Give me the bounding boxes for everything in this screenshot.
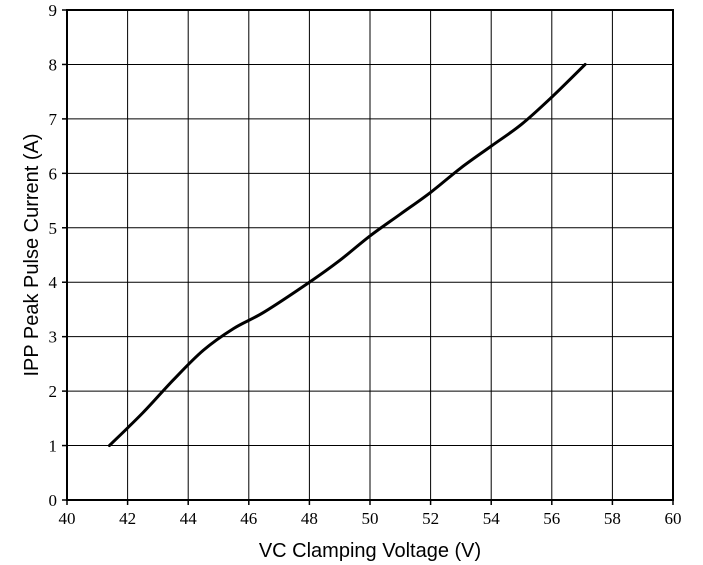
grid	[66, 9, 674, 501]
x-tick-label: 52	[422, 509, 439, 528]
x-tick-label: 46	[240, 509, 257, 528]
x-tick-label: 40	[59, 509, 76, 528]
y-tick-label: 1	[49, 437, 58, 456]
x-axis-ticks: 40 42 44 46 48 50 52 54 56 58 60	[59, 500, 682, 528]
x-tick-label: 50	[362, 509, 379, 528]
x-tick-label: 56	[543, 509, 560, 528]
x-tick-label: 54	[483, 509, 501, 528]
series-line	[107, 62, 587, 448]
y-tick-label: 0	[49, 491, 58, 510]
y-tick-label: 9	[49, 1, 58, 20]
y-tick-label: 4	[49, 273, 58, 292]
y-axis-title: IPP Peak Pulse Current (A)	[21, 133, 43, 376]
y-tick-label: 3	[49, 328, 58, 347]
x-tick-label: 58	[604, 509, 621, 528]
y-axis-ticks: 0 1 2 3 4 5 6 7 8 9	[49, 1, 67, 510]
x-tick-label: 60	[665, 509, 682, 528]
y-tick-label: 6	[49, 164, 58, 183]
y-tick-label: 2	[49, 382, 58, 401]
y-tick-label: 5	[49, 219, 58, 238]
x-tick-label: 48	[301, 509, 318, 528]
y-tick-label: 8	[49, 55, 58, 74]
series-layer	[107, 62, 587, 448]
x-axis-title: VC Clamping Voltage (V)	[259, 540, 481, 562]
x-tick-label: 42	[119, 509, 136, 528]
y-tick-label: 7	[49, 110, 58, 129]
x-tick-label: 44	[180, 509, 198, 528]
